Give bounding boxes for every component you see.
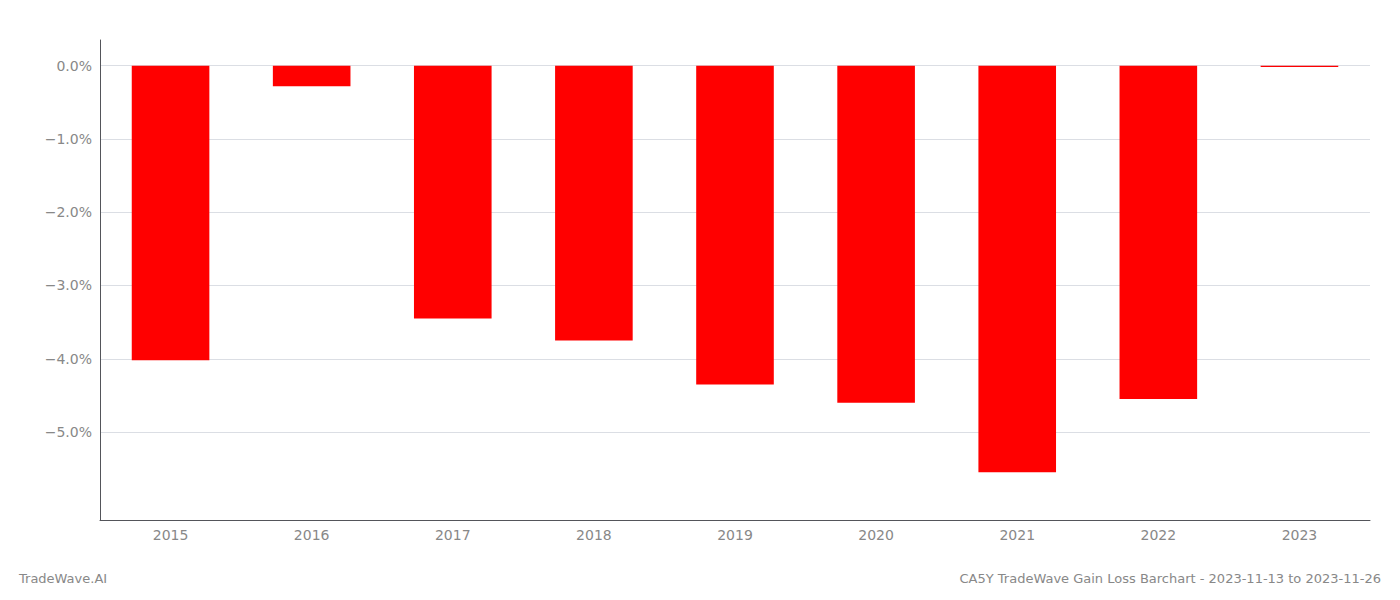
svg-text:2016: 2016	[294, 527, 330, 543]
svg-text:−3.0%: −3.0%	[45, 277, 92, 293]
svg-text:−4.0%: −4.0%	[45, 351, 92, 367]
svg-text:2020: 2020	[858, 527, 894, 543]
svg-text:2015: 2015	[153, 527, 189, 543]
svg-text:2021: 2021	[999, 527, 1035, 543]
svg-text:2022: 2022	[1141, 527, 1177, 543]
svg-text:CA5Y TradeWave Gain Loss Barch: CA5Y TradeWave Gain Loss Barchart - 2023…	[960, 571, 1382, 586]
svg-text:−1.0%: −1.0%	[45, 131, 92, 147]
svg-text:0.0%: 0.0%	[56, 58, 92, 74]
svg-text:−5.0%: −5.0%	[45, 424, 92, 440]
svg-text:2019: 2019	[717, 527, 753, 543]
svg-text:2017: 2017	[435, 527, 471, 543]
svg-text:2018: 2018	[576, 527, 612, 543]
svg-text:2023: 2023	[1282, 527, 1318, 543]
svg-text:−2.0%: −2.0%	[45, 204, 92, 220]
svg-text:TradeWave.AI: TradeWave.AI	[18, 571, 107, 586]
